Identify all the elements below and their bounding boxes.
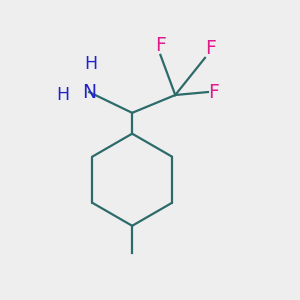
Text: H: H	[84, 55, 97, 73]
Text: F: F	[155, 36, 166, 55]
Text: H: H	[57, 86, 70, 104]
Text: F: F	[205, 39, 216, 58]
Text: N: N	[82, 82, 96, 101]
Text: F: F	[208, 82, 219, 101]
